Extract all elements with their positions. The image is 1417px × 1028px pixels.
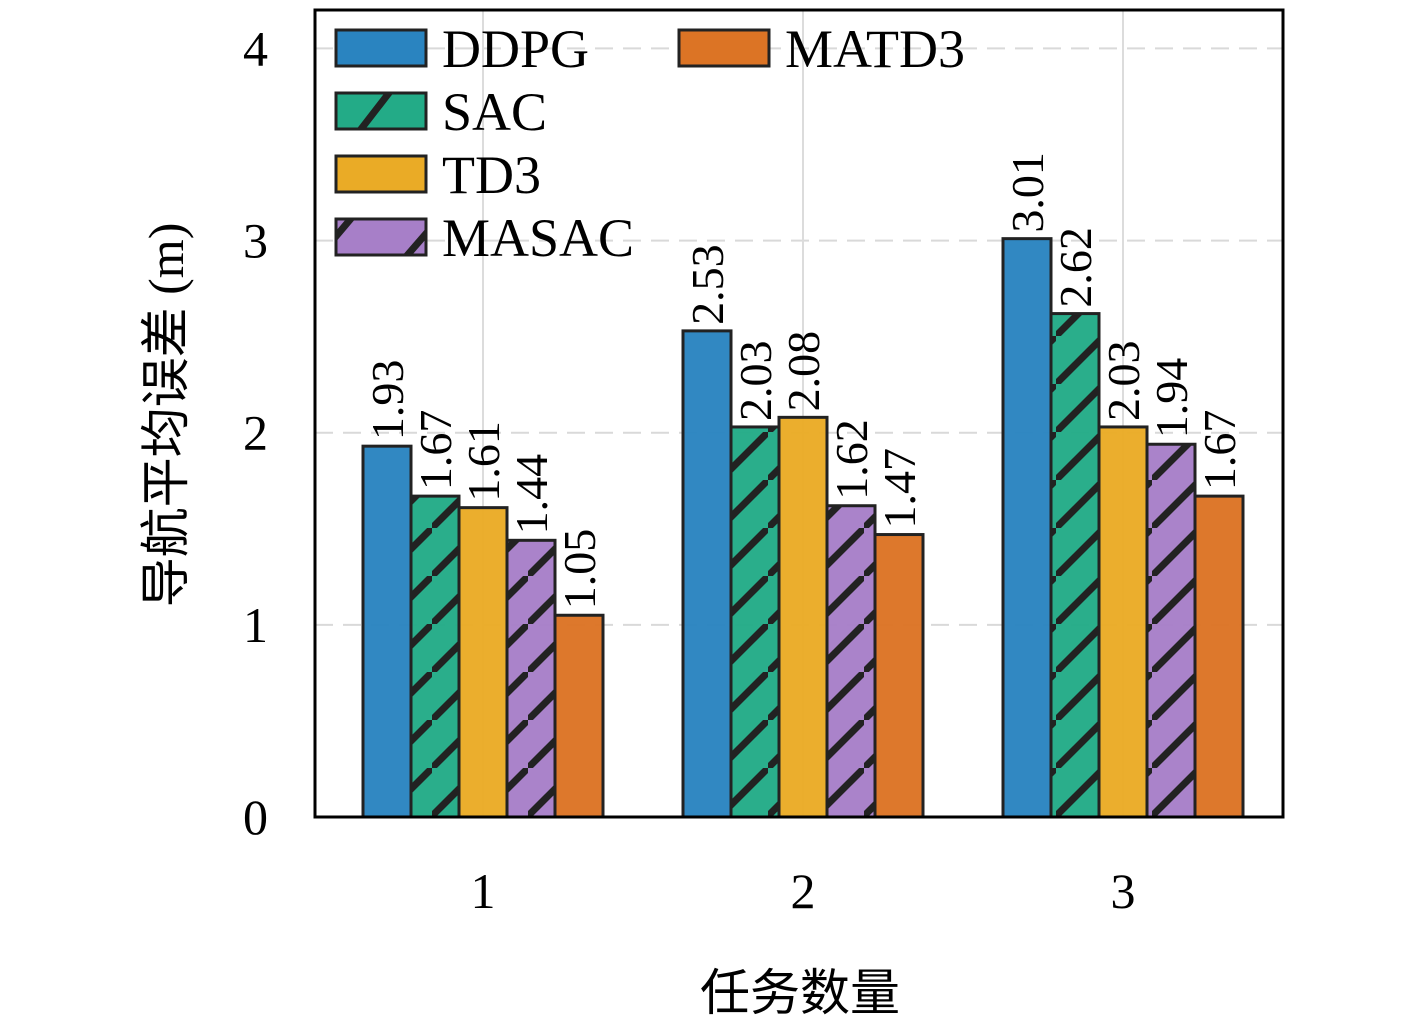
value-labels: 1.931.671.611.441.052.532.032.081.621.47… — [362, 152, 1245, 609]
bar-hatch — [411, 496, 459, 817]
legend-swatch-outline — [334, 217, 428, 257]
data-label: 3.01 — [1002, 152, 1053, 233]
data-label: 2.08 — [778, 331, 829, 412]
data-label: 1.44 — [506, 454, 557, 535]
plot-frame — [313, 8, 1285, 819]
bar-matd3-task-3 — [1195, 496, 1243, 817]
legend-swatch-outline — [334, 28, 428, 68]
data-label: 2.03 — [1098, 340, 1149, 421]
legend-swatch-td3 — [336, 156, 426, 192]
bar-ddpg-task-1 — [363, 446, 411, 817]
data-label: 1.94 — [1146, 358, 1197, 439]
bar-matd3-task-2 — [875, 534, 923, 817]
legend-swatch-outline — [334, 91, 428, 131]
legend-label-ddpg: DDPG — [442, 19, 589, 79]
bar-td3-task-3 — [1099, 426, 1147, 817]
data-label: 1.67 — [1194, 410, 1245, 491]
bar-hatch — [507, 540, 555, 817]
bar-matd3-task-1 — [555, 615, 603, 817]
y-tick-label: 2 — [243, 405, 268, 461]
x-tick-label: 1 — [471, 863, 496, 919]
y-tick-label: 4 — [243, 20, 268, 76]
legend-swatch-matd3 — [679, 30, 769, 66]
x-tick-label: 3 — [1111, 863, 1136, 919]
data-label: 2.62 — [1050, 227, 1101, 308]
data-label: 2.03 — [730, 340, 781, 421]
data-label: 1.62 — [826, 419, 877, 500]
legend-swatch-outline — [334, 154, 428, 194]
y-tick-label: 1 — [243, 597, 268, 653]
legend-label-masac: MASAC — [442, 208, 634, 268]
bar-hatch — [827, 505, 875, 817]
data-label: 1.67 — [410, 410, 461, 491]
legend-label-sac: SAC — [442, 82, 547, 142]
y-tick-label: 0 — [243, 789, 268, 845]
legend-label-matd3: MATD3 — [785, 19, 965, 79]
legend-hatch — [356, 93, 394, 129]
data-label: 1.05 — [554, 529, 605, 610]
bar-ddpg-task-3 — [1003, 238, 1051, 817]
data-label: 1.61 — [458, 421, 509, 502]
y-axis-title: 导航平均误差 (m) — [138, 223, 194, 608]
y-tick-label: 3 — [243, 213, 268, 269]
bar-td3-task-2 — [779, 417, 827, 817]
x-axis-ticks: 1 2 3 — [471, 863, 1136, 919]
bar-hatch — [1147, 444, 1195, 817]
bar-hatch — [731, 426, 779, 817]
bar-ddpg-task-2 — [683, 330, 731, 817]
legend-swatch-outline — [677, 28, 771, 68]
data-label: 1.93 — [362, 360, 413, 441]
x-axis-title: 任务数量 — [700, 965, 900, 1021]
y-axis-ticks: 0 1 2 3 4 — [243, 20, 268, 845]
bars — [361, 237, 1245, 819]
data-label: 1.47 — [874, 448, 925, 529]
legend-swatch-ddpg — [336, 30, 426, 66]
bar-hatch — [1051, 313, 1099, 817]
legend-label-td3: TD3 — [442, 145, 541, 205]
x-tick-label: 2 — [791, 863, 816, 919]
data-label: 2.53 — [682, 244, 733, 325]
bar-td3-task-1 — [459, 507, 507, 817]
